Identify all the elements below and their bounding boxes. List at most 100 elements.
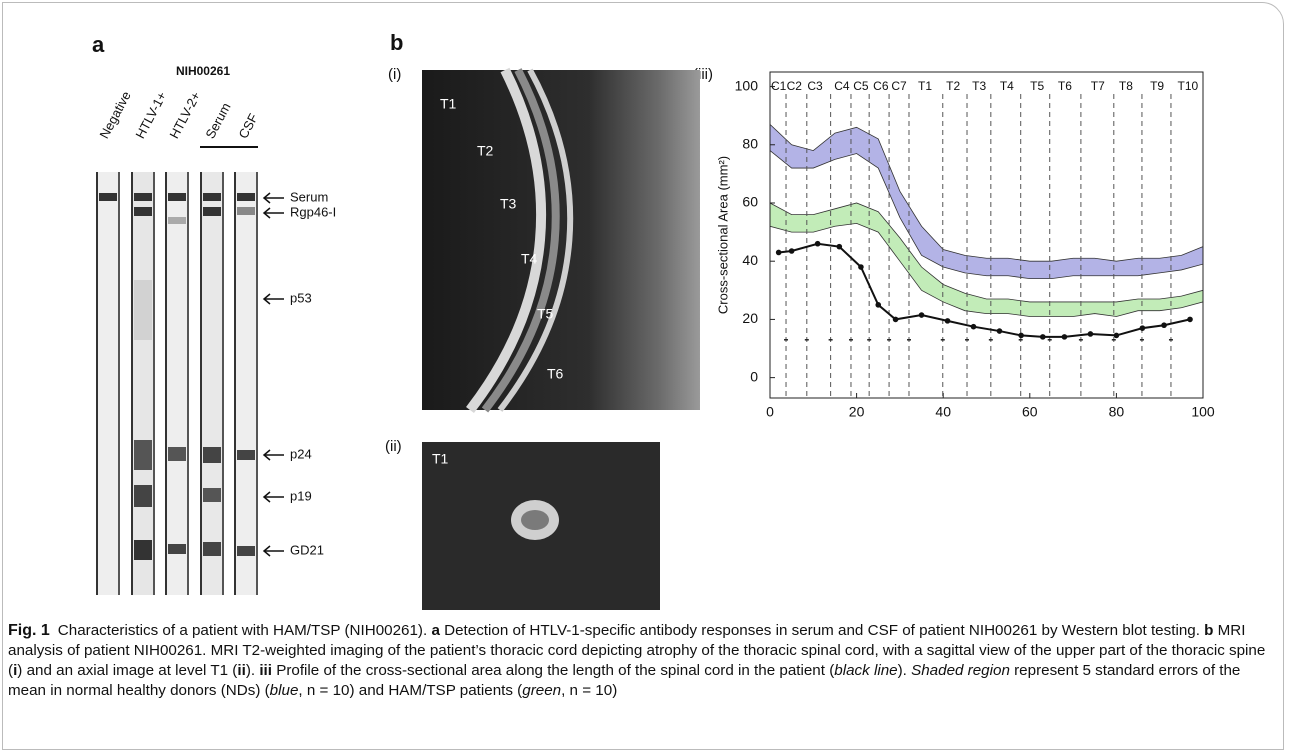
area-chart: C1 C2 C3 C4 C5 C6 C7 T1 T2 T3 T4 T5 T6 T7 T8 T9 T10 0 20 40… xyxy=(715,71,1215,420)
error-band xyxy=(769,123,1204,280)
strip-edge xyxy=(165,172,167,595)
blot-band xyxy=(203,207,221,216)
level-label: T5 xyxy=(1030,79,1044,93)
strip-edge xyxy=(234,172,236,595)
x-tick-label: 100 xyxy=(1191,404,1215,420)
lane-label: HTLV-1+ xyxy=(132,89,169,141)
level-label: C3 xyxy=(807,79,823,93)
patient-point xyxy=(996,328,1003,334)
level-label: T10 xyxy=(1178,79,1199,93)
y-tick-label: 40 xyxy=(742,252,758,268)
patient-point xyxy=(1018,332,1024,339)
strip-edge xyxy=(118,172,120,595)
caption-bold: iii xyxy=(259,662,272,679)
arrow xyxy=(262,192,284,204)
arrow xyxy=(262,449,284,461)
caption-text: represent 5 standard errors of the mean … xyxy=(8,662,1241,699)
caption-text: Profile of the cross-sectional area alon… xyxy=(271,662,835,679)
patient-point xyxy=(1061,334,1068,340)
arrow xyxy=(262,491,284,503)
group-label: NIH00261 xyxy=(176,64,230,78)
lane-label: Serum xyxy=(202,100,233,141)
level-label: T6 xyxy=(547,366,564,382)
level-label: C4 xyxy=(834,79,850,93)
band-label: p53 xyxy=(290,290,312,305)
patient-point xyxy=(775,249,782,256)
caption-text: ) and an axial image at level T1 ( xyxy=(17,662,238,679)
caption: Fig. 1 Characteristics of a patient with … xyxy=(8,621,1273,701)
sub-label: (ii) xyxy=(385,438,402,455)
y-tick-label: 20 xyxy=(742,310,758,326)
strip-edge xyxy=(131,172,133,595)
arrow xyxy=(262,207,284,219)
x-tick-label: 40 xyxy=(935,404,951,420)
arrow xyxy=(262,293,284,305)
band-label: Rgp46-I xyxy=(290,204,336,219)
level-label: T7 xyxy=(1091,79,1105,93)
blot-band xyxy=(203,542,221,556)
patient-point xyxy=(970,323,977,330)
band-label: GD21 xyxy=(290,542,324,557)
y-tick-label: 60 xyxy=(742,194,758,210)
blot-band xyxy=(203,488,221,502)
band-arrows xyxy=(262,192,284,557)
blot-band xyxy=(237,546,255,556)
blot-band xyxy=(134,440,152,470)
level-label: C5 xyxy=(853,79,869,93)
sub-label: (i) xyxy=(388,66,401,83)
blot-band xyxy=(203,447,221,463)
spinal-canal xyxy=(497,68,574,412)
x-tick-label: 20 xyxy=(849,404,865,420)
level-label: T5 xyxy=(537,306,554,322)
strip-edge xyxy=(222,172,224,595)
caption-bold: ii xyxy=(237,662,246,679)
x-tick-label: 80 xyxy=(1109,404,1125,420)
patient-point xyxy=(1113,332,1120,339)
blot-strips xyxy=(96,172,258,595)
blot-band xyxy=(134,207,152,216)
level-label: T1 xyxy=(440,96,457,112)
level-label: T4 xyxy=(521,251,538,267)
panel-label: b xyxy=(390,30,403,55)
caption-text: MRI analysis of patient NIH00261. MRI T2… xyxy=(8,622,1266,679)
blot-band xyxy=(168,193,186,201)
caption-text: ). xyxy=(897,662,912,679)
lane-label: Negative xyxy=(96,89,133,141)
plot-frame xyxy=(769,71,1204,399)
patient-point xyxy=(918,312,925,318)
level-label: T2 xyxy=(477,143,494,159)
strip-edge xyxy=(200,172,202,595)
band-label: Serum xyxy=(290,189,328,204)
caption-italic: black line xyxy=(834,662,898,679)
caption-bold: i xyxy=(13,662,18,679)
strip-edge xyxy=(187,172,189,595)
patient-point xyxy=(1039,334,1046,340)
y-axis-label: Cross-sectional Area (mm²) xyxy=(715,156,730,314)
caption-text: , n = 10) xyxy=(561,682,618,699)
band-label: p19 xyxy=(290,488,312,503)
patient-point xyxy=(836,243,843,250)
caption-text: ). xyxy=(245,662,260,679)
spinal-cord xyxy=(481,68,560,413)
x-tick-label: 0 xyxy=(766,404,774,420)
blot-band xyxy=(134,540,152,560)
strip xyxy=(165,172,189,595)
arrow xyxy=(262,545,284,557)
sagittal-mri: T1 T2 T3 T4 T5 T6 xyxy=(422,67,700,414)
strip xyxy=(131,172,155,595)
caption-italic: blue xyxy=(269,682,299,699)
patient-point xyxy=(892,316,899,323)
patient-point xyxy=(814,240,821,247)
lane-label: HTLV-2+ xyxy=(166,89,203,141)
level-label: T9 xyxy=(1150,79,1164,93)
caption-text: Detection of HTLV-1-specific antibody re… xyxy=(439,622,1205,639)
level-label: T8 xyxy=(1119,79,1133,93)
blot-band xyxy=(134,193,152,201)
lane-label: CSF xyxy=(235,111,260,141)
level-label: C1 xyxy=(771,79,787,93)
strip-edge xyxy=(153,172,155,595)
patient-point xyxy=(875,302,882,308)
strip xyxy=(96,172,120,595)
